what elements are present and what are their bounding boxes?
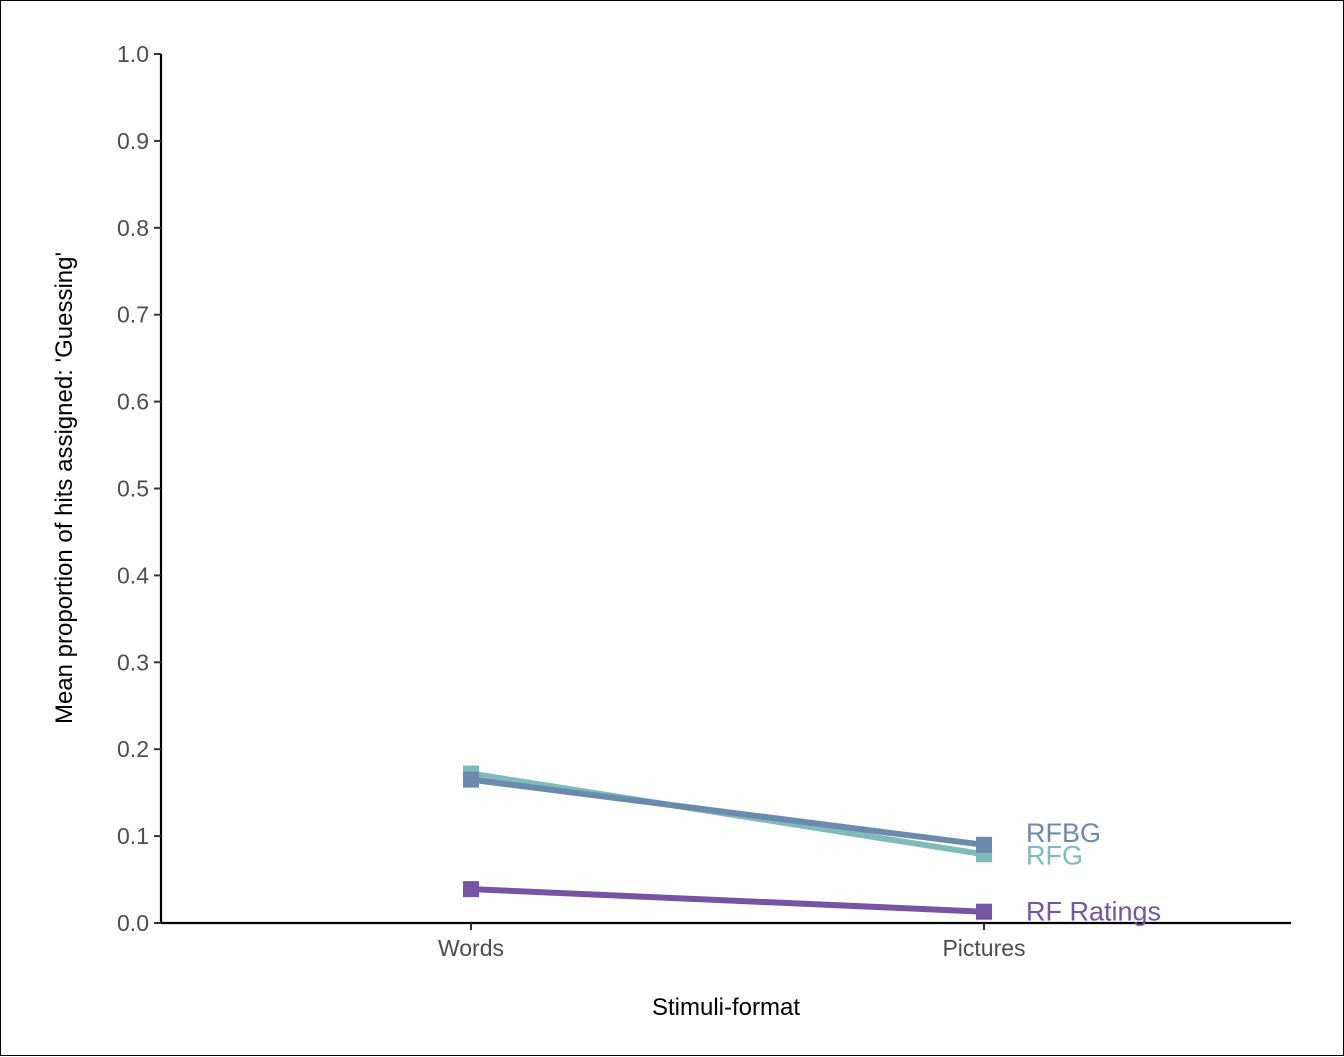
y-tick-label: 0.5	[117, 476, 149, 502]
series-line	[468, 776, 987, 848]
x-axis-ticks: Words Pictures	[438, 923, 1026, 961]
data-point	[463, 881, 479, 898]
series-label: RF Ratings	[1026, 897, 1161, 927]
y-tick-label: 0.3	[117, 649, 149, 675]
data-point	[976, 903, 992, 920]
x-tick-label: Pictures	[942, 935, 1025, 961]
y-axis-title: Mean proportion of hits assigned: 'Guess…	[51, 252, 78, 724]
y-axis-ticks: 0.0 0.1 0.2 0.3 0.4 0.5 0.6 0.7 0.8 0.9 1.0	[117, 41, 161, 936]
x-tick-label: Words	[438, 935, 504, 961]
y-tick-label: 0.8	[117, 215, 149, 241]
y-tick-label: 0.2	[117, 736, 149, 762]
data-point	[976, 836, 992, 853]
y-tick-label: 0.4	[117, 562, 149, 588]
series-rf-ratings	[463, 881, 992, 920]
series-label: RFG	[1026, 840, 1083, 870]
y-tick-label: 0.1	[117, 823, 149, 849]
axes	[159, 54, 1291, 925]
data-point	[463, 771, 479, 788]
series-rfbg	[463, 771, 992, 853]
y-tick-label: 1.0	[117, 41, 149, 67]
series-line	[468, 886, 987, 915]
y-tick-label: 0.6	[117, 389, 149, 415]
y-tick-label: 0.9	[117, 128, 149, 154]
series-group	[463, 765, 992, 920]
y-tick-label: 0.0	[117, 910, 149, 936]
x-axis-title: Stimuli-format	[652, 994, 800, 1021]
y-tick-label: 0.7	[117, 302, 149, 328]
series-label: RFBG	[1026, 818, 1101, 848]
